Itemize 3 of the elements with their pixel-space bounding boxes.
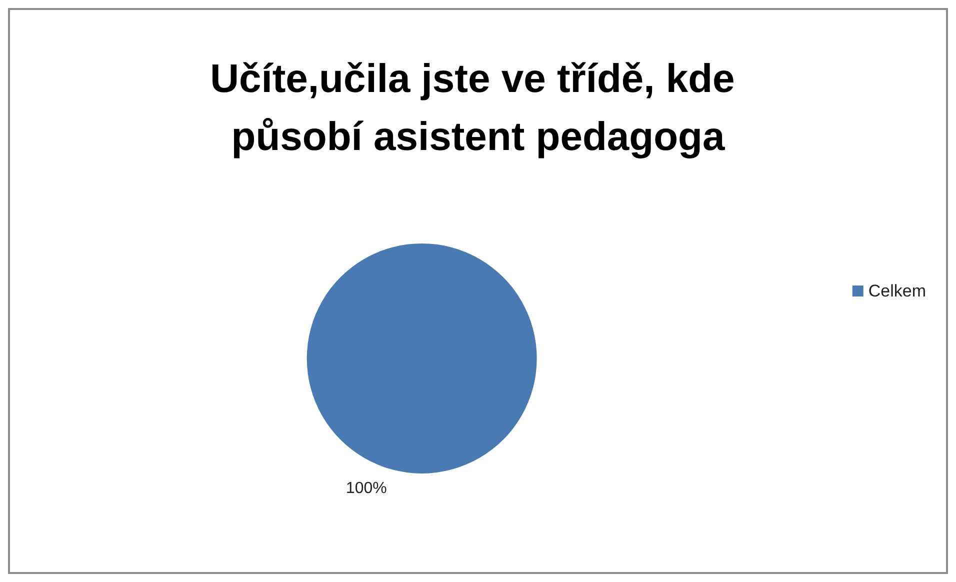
chart-title: Učíte,učila jste ve třídě, kde působí asistent pedagoga bbox=[210, 57, 746, 159]
data-label: 100% bbox=[346, 480, 387, 497]
legend-label: Celkem bbox=[868, 282, 926, 300]
